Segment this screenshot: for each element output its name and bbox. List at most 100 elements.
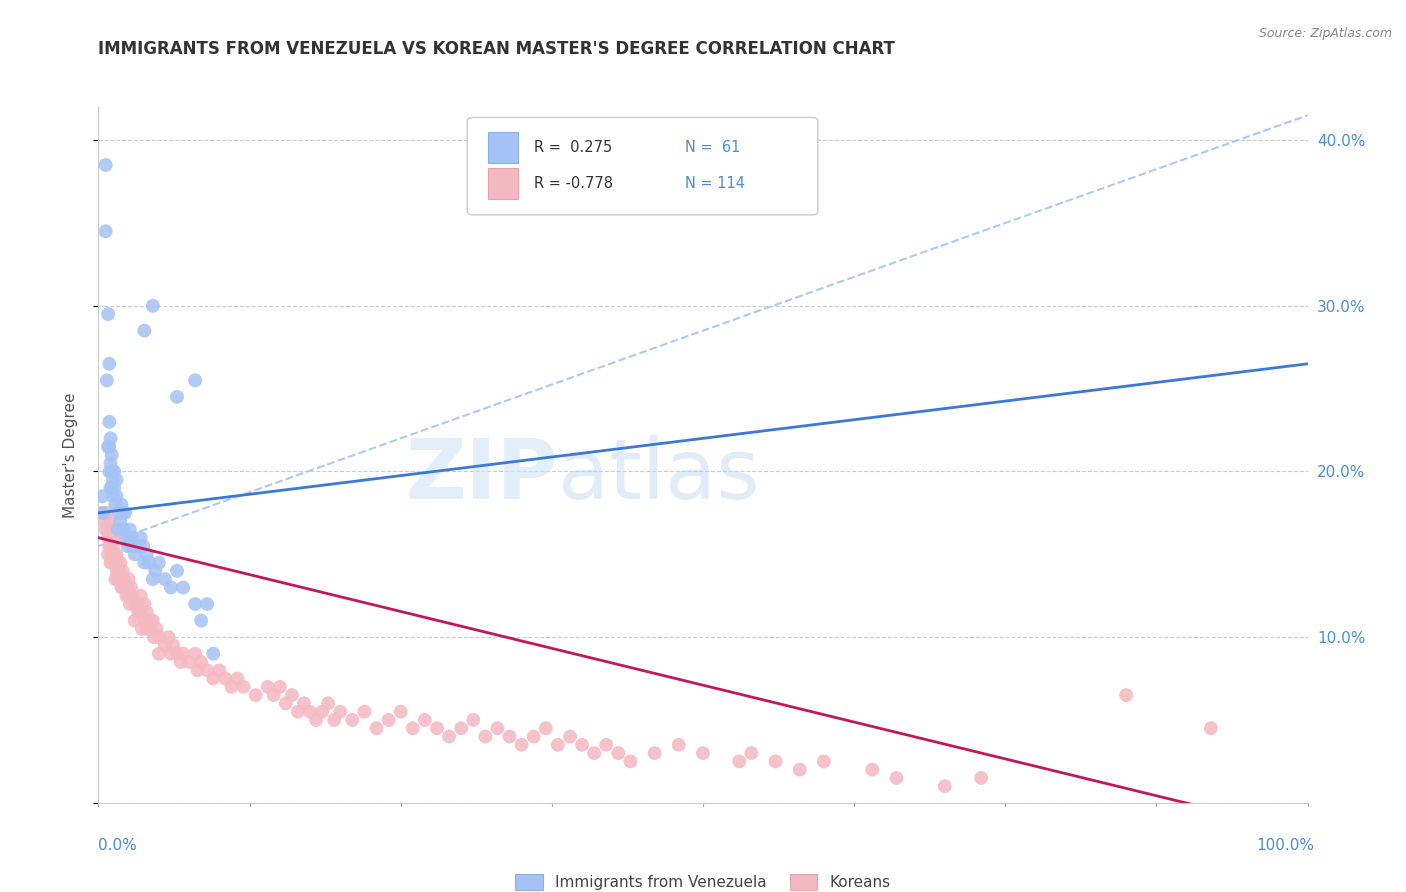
Point [120,539,142,553]
Point [96,373,118,387]
Point [104,572,127,586]
Point [134,614,156,628]
Point [558,730,581,744]
Point [143,630,166,644]
Point [323,713,346,727]
Point [389,705,412,719]
Point [148,647,170,661]
Point [108,506,131,520]
Point [486,721,509,735]
Text: R = -0.778: R = -0.778 [534,176,613,191]
Point [129,589,152,603]
Point [93,514,115,528]
Point [305,713,328,727]
Y-axis label: Master's Degree: Master's Degree [63,392,77,517]
Point [160,581,183,595]
Point [100,448,122,462]
Point [263,688,285,702]
Point [100,556,122,570]
Point [184,647,207,661]
Point [619,755,641,769]
Point [91,506,114,520]
Point [145,622,167,636]
Point [103,465,125,479]
Point [111,506,134,520]
Point [316,697,339,711]
Point [595,738,617,752]
Point [100,481,122,495]
Point [153,639,176,653]
Point [571,738,593,752]
Point [107,523,129,537]
Point [187,663,209,677]
Text: ZIP: ZIP [405,435,558,516]
Point [860,763,883,777]
Point [463,713,485,727]
Point [765,755,787,769]
Point [153,572,176,586]
Point [232,680,254,694]
Point [100,523,122,537]
Point [138,614,160,628]
Point [287,705,309,719]
Point [366,721,388,735]
Point [245,688,267,702]
Point [105,489,128,503]
Point [342,713,364,727]
Point [121,589,143,603]
Point [1199,721,1222,735]
Point [107,556,129,570]
Point [190,614,212,628]
Point [226,672,249,686]
Point [127,597,149,611]
Text: Source: ZipAtlas.com: Source: ZipAtlas.com [1258,27,1392,40]
Point [184,373,207,387]
Point [129,605,152,619]
Point [437,730,460,744]
Point [523,730,546,744]
Point [103,531,125,545]
Point [103,547,125,561]
Point [644,746,666,760]
Point [115,531,138,545]
Point [110,498,132,512]
Point [114,506,136,520]
Point [94,158,117,172]
Point [100,431,122,445]
Point [96,506,118,520]
Point [886,771,908,785]
Point [329,705,352,719]
Point [221,680,243,694]
Point [138,556,160,570]
Point [426,721,449,735]
Point [547,738,569,752]
Point [142,614,165,628]
Point [100,481,122,495]
Point [112,523,135,537]
Point [157,630,180,644]
Point [134,597,156,611]
Text: N =  61: N = 61 [685,140,740,155]
Point [101,473,124,487]
Point [450,721,472,735]
Point [135,605,157,619]
Point [98,415,121,429]
Point [195,663,218,677]
Point [970,771,993,785]
Point [105,564,128,578]
Point [104,556,127,570]
Text: atlas: atlas [558,435,759,516]
Point [474,730,496,744]
Point [166,564,188,578]
Point [100,539,122,553]
Point [124,597,146,611]
Point [107,572,129,586]
Point [134,324,156,338]
Point [607,746,630,760]
Point [91,506,114,520]
Point [104,498,127,512]
Point [115,589,138,603]
Point [117,581,139,595]
Point [103,481,125,495]
Point [134,556,156,570]
